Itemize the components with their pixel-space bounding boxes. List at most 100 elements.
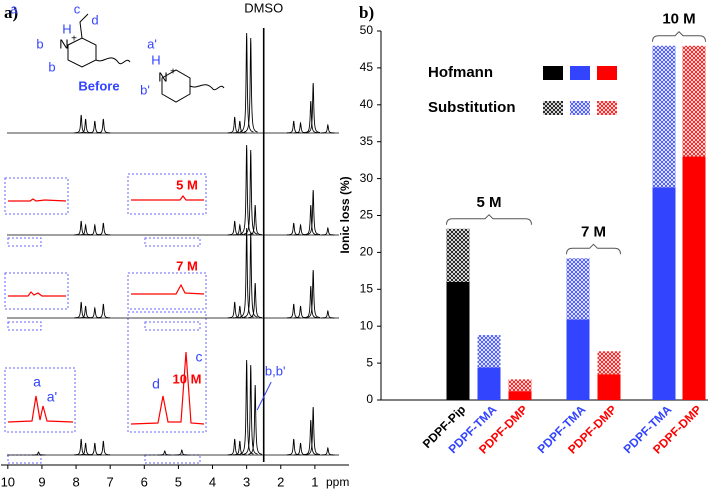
structure-label: b [36, 36, 43, 51]
legend-swatch [597, 101, 617, 115]
nmr-peak [175, 449, 189, 456]
nmr-peak [239, 144, 254, 235]
y-tick-label: 35 [360, 134, 374, 148]
x-tick-label: 3 [243, 474, 250, 489]
structure-label: d [91, 12, 98, 27]
inset-frames [4, 173, 207, 464]
inset-label: d [152, 376, 160, 392]
x-tick-label: 10 [1, 474, 15, 489]
nmr-peak [88, 306, 102, 319]
bar-segment [566, 258, 590, 320]
y-tick-label: 30 [360, 171, 374, 185]
legend-swatch [570, 66, 590, 80]
bar-segment [566, 319, 590, 400]
x-tick-label: 7 [107, 474, 114, 489]
spectrum-label: 10 M [173, 371, 202, 386]
nmr-peak [233, 120, 247, 134]
panel-label: a) [4, 3, 18, 22]
spectrum-label: 5 M [176, 177, 198, 192]
legend-swatch [543, 101, 563, 115]
bar-segment [446, 281, 470, 400]
legend-label: Hofmann [428, 64, 493, 81]
y-tick-label: 25 [360, 208, 374, 222]
nmr-peak [243, 364, 258, 455]
structure-label: H [151, 52, 160, 67]
group-bracket [446, 214, 532, 225]
nmr-peak [303, 204, 318, 236]
structure-label: H [62, 21, 71, 36]
structure-label: a' [147, 36, 157, 51]
spectrum-label: 7 M [176, 258, 198, 273]
annotation: DMSO [244, 0, 283, 15]
nmr-peak [233, 305, 247, 319]
structure-sketch [67, 13, 225, 103]
nmr-peak [286, 438, 301, 456]
structure-label: + [71, 34, 77, 45]
nmr-peak [321, 226, 335, 236]
nmr-peak [248, 282, 263, 319]
nmr-peak [157, 450, 172, 456]
bar-segment [652, 45, 676, 188]
nmr-peak [306, 406, 321, 455]
nmr-peak [306, 189, 321, 235]
group-label: 5 M [476, 194, 501, 211]
structure-label: N [59, 36, 68, 51]
structure-label: c [74, 1, 81, 16]
x-tick-label: 1 [311, 474, 318, 489]
inset-label: a' [47, 389, 57, 405]
inset-label: a [33, 374, 41, 390]
x-tick-label: 8 [72, 474, 79, 489]
nmr-peak [286, 222, 301, 236]
legend-swatch [543, 66, 563, 80]
nmr-peak [239, 227, 254, 318]
annotation: b,b' [265, 363, 286, 378]
nmr-peak [243, 37, 258, 133]
x-tick-label: 9 [38, 474, 45, 489]
bar-segment [682, 45, 706, 157]
y-tick-label: 0 [366, 392, 373, 406]
x-tick-label: 2 [277, 474, 284, 489]
nmr-peak [74, 114, 89, 134]
nmr-peak [306, 269, 321, 318]
nmr-peak [96, 118, 111, 134]
structure-label: N [158, 69, 167, 84]
legend-swatch [570, 101, 590, 115]
nmr-peak [227, 116, 242, 134]
group-bracket [566, 243, 621, 255]
bar-segment [446, 228, 470, 282]
nmr-peak [227, 220, 242, 236]
nmr-peak [227, 301, 242, 319]
structure-label: b [48, 59, 55, 74]
y-tick-label: 45 [360, 60, 374, 74]
bar-segment [477, 367, 501, 400]
y-tick-label: 40 [360, 97, 374, 111]
nmr-peak [303, 285, 318, 319]
nmr-peak [321, 309, 335, 319]
nmr-peak [96, 222, 111, 236]
bar-segment [652, 187, 676, 400]
nmr-peak [227, 438, 242, 456]
bar-segment [597, 351, 621, 375]
bar-segment [597, 374, 621, 400]
group-label: 7 M [581, 223, 606, 240]
y-tick-label: 20 [360, 245, 374, 259]
nmr-peak [306, 82, 321, 133]
nmr-peak [96, 440, 111, 456]
nmr-peak [74, 301, 89, 319]
spectrum-label: Before [78, 78, 119, 93]
inset-label: c [196, 349, 203, 365]
inset-traces [7, 195, 205, 425]
structure-label: b' [140, 82, 150, 97]
bar-segment [682, 156, 706, 400]
nmr-panel: a) 10 9 8 7 6 5 4 3 2 1 ppm Before 5 M 7 M 10 M DMSO b,b'… [1, 0, 350, 489]
nmr-peak [239, 32, 254, 133]
nmr-peak [303, 100, 318, 134]
nmr-peak [303, 419, 318, 456]
legend-label: Substitution [428, 99, 515, 116]
nmr-peak [321, 123, 335, 134]
nmr-peak [286, 120, 301, 134]
nmr-peak [321, 446, 335, 456]
nmr-peak [243, 232, 258, 318]
y-tick-label: 15 [360, 281, 374, 295]
